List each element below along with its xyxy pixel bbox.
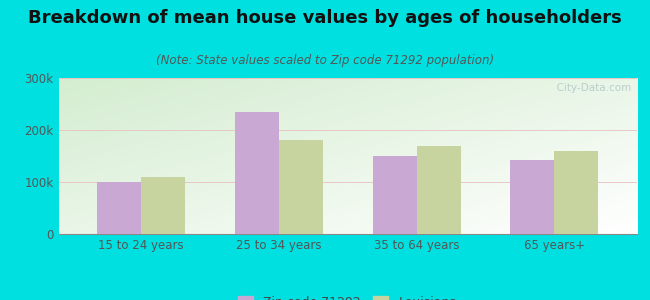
Bar: [235, 112, 279, 234]
Bar: [372, 156, 417, 234]
Bar: [554, 151, 599, 234]
Bar: [417, 146, 461, 234]
Legend: Zip code 71292, Louisiana: Zip code 71292, Louisiana: [238, 296, 458, 300]
Bar: [279, 140, 323, 234]
Bar: [510, 160, 554, 234]
Text: Breakdown of mean house values by ages of householders: Breakdown of mean house values by ages o…: [28, 9, 622, 27]
Bar: [141, 177, 185, 234]
Bar: [97, 182, 141, 234]
Text: (Note: State values scaled to Zip code 71292 population): (Note: State values scaled to Zip code 7…: [156, 54, 494, 67]
Text: City-Data.com: City-Data.com: [550, 83, 631, 93]
